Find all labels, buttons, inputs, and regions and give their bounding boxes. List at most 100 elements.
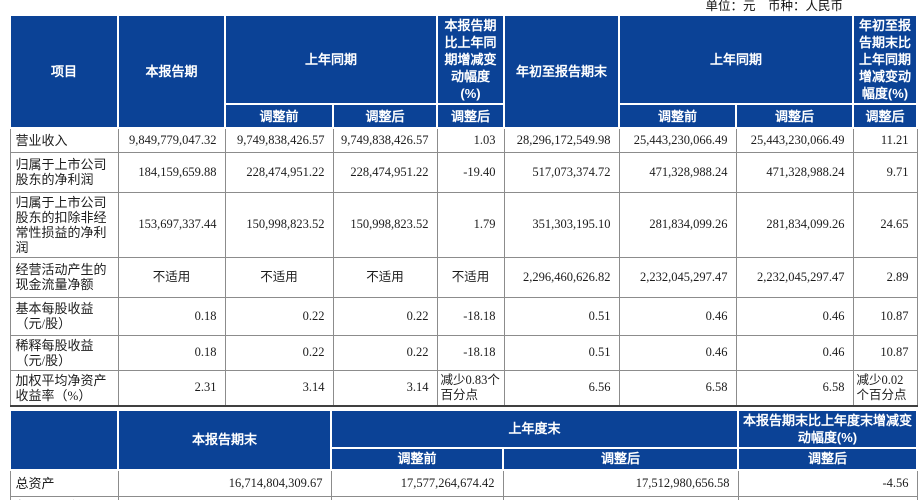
value-cell: 3.14: [224, 369, 334, 407]
metric-label: 营业收入: [9, 127, 119, 153]
col-header-period-change: 本报告期比上年同期增减变动幅度(%): [436, 14, 506, 105]
value-cell: 2.89: [852, 256, 918, 298]
subheader-after-adjust: 调整后: [852, 103, 919, 129]
table-row: 基本每股收益（元/股） 0.18 0.22 0.22 -18.18 0.51 0…: [9, 296, 918, 336]
col-header-ytd: 年初至报告期末: [503, 14, 621, 129]
value-cell: 9,749,838,426.57: [332, 127, 438, 153]
value-cell: 减少0.83个百分点: [436, 369, 505, 407]
table-row: 营业收入 9,849,779,047.32 9,749,838,426.57 9…: [9, 127, 918, 153]
header-row-sub: 调整前 调整后 调整后 调整前 调整后 调整后: [10, 103, 919, 129]
subheader-before-adjust: 调整前: [224, 103, 334, 129]
col-header-ytd-change: 年初至报告期末比上年同期增减变动幅度(%): [852, 14, 919, 105]
value-cell: 153,697,337.44: [117, 191, 226, 258]
metric-label: 归属于上市公司股东的扣除非经常性损益的净利润: [9, 191, 119, 258]
value-cell: 0.51: [503, 296, 620, 336]
value-cell: 25,443,230,066.49: [735, 127, 854, 153]
value-cell: 0.46: [618, 296, 737, 336]
value-cell: 471,328,988.24: [618, 151, 737, 193]
metric-label: 归属于上市公司股东的所有者权益: [9, 496, 119, 500]
value-cell: 0.46: [735, 334, 854, 371]
value-cell: 0.22: [332, 296, 438, 336]
table-row: 归属于上市公司股东的净利润 184,159,659.88 228,474,951…: [9, 151, 918, 193]
balance-sheet-summary-table: 本报告期末 上年度末 本报告期末比上年度末增减变动幅度(%) 调整前 调整后 调…: [9, 408, 919, 500]
value-cell: 3.14: [332, 369, 438, 407]
header-row-main: 项目 本报告期 上年同期 本报告期比上年同期增减变动幅度(%) 年初至报告期末 …: [9, 14, 919, 129]
value-cell: 28,296,172,549.98: [503, 127, 620, 153]
value-cell: 10.87: [852, 334, 918, 371]
value-cell: 0.51: [503, 334, 620, 371]
subheader-after-adjust: 调整后: [436, 103, 506, 129]
value-cell: 0.46: [618, 334, 737, 371]
value-cell: 25,443,230,066.49: [618, 127, 737, 153]
value-cell: 0.46: [735, 296, 854, 336]
value-cell: 281,834,099.26: [735, 191, 854, 258]
value-cell: 150,998,823.52: [224, 191, 334, 258]
value-cell: 0.22: [224, 296, 334, 336]
header-row-sub: 调整前 调整后 调整后: [10, 446, 919, 471]
value-cell: 9,849,779,047.32: [117, 127, 226, 153]
table-row: 经营活动产生的现金流量净额 不适用 不适用 不适用 不适用 2,296,460,…: [9, 256, 918, 298]
value-cell: 减少0.02个百分点: [852, 369, 918, 407]
table-row: 稀释每股收益（元/股） 0.18 0.22 0.22 -18.18 0.51 0…: [9, 334, 918, 371]
col-header-end-change: 本报告期末比上年度末增减变动幅度(%): [737, 408, 919, 449]
value-cell: 351,303,195.10: [503, 191, 620, 258]
value-cell: 2,296,460,626.82: [503, 256, 620, 298]
value-cell: 1.79: [436, 191, 505, 258]
metric-label: 经营活动产生的现金流量净额: [9, 256, 119, 298]
metric-label: 基本每股收益（元/股）: [9, 296, 119, 336]
value-cell: 9,749,838,426.57: [224, 127, 334, 153]
value-cell: 150,998,823.52: [332, 191, 438, 258]
value-cell: 0.22: [224, 334, 334, 371]
col-header-blank: [9, 408, 119, 471]
value-cell: 228,474,951.22: [332, 151, 438, 193]
value-cell: 不适用: [224, 256, 334, 298]
subheader-after-adjust: 调整后: [735, 103, 855, 129]
table-row: 加权平均净资产收益率（%） 2.31 3.14 3.14 减少0.83个百分点 …: [9, 369, 918, 407]
value-cell: 16,714,804,309.67: [117, 469, 332, 497]
value-cell: 不适用: [117, 256, 226, 298]
value-cell: 6.58: [735, 369, 854, 407]
header-row-main: 本报告期末 上年度末 本报告期末比上年度末增减变动幅度(%): [9, 408, 919, 471]
subheader-before-adjust: 调整前: [618, 103, 738, 129]
col-header-prior-period: 上年同期: [223, 14, 439, 105]
value-cell: 2,232,045,297.47: [735, 256, 854, 298]
value-cell: 4.95: [737, 496, 918, 500]
value-cell: 6.56: [503, 369, 620, 407]
quarterly-results-table: 项目 本报告期 上年同期 本报告期比上年同期增减变动幅度(%) 年初至报告期末 …: [9, 14, 919, 407]
value-cell: 7,683,916,322.91: [330, 496, 504, 500]
subheader-after-adjust: 调整后: [737, 446, 919, 471]
value-cell: 2.31: [117, 369, 226, 407]
value-cell: 0.18: [117, 296, 226, 336]
value-cell: 471,328,988.24: [735, 151, 854, 193]
col-header-current-end: 本报告期末: [117, 408, 332, 471]
col-header-prior-ytd: 上年同期: [618, 14, 855, 105]
metric-label: 归属于上市公司股东的净利润: [9, 151, 119, 193]
value-cell: 0.22: [332, 334, 438, 371]
subheader-after-adjust: 调整后: [331, 103, 439, 129]
col-header-current-period: 本报告期: [117, 14, 226, 129]
value-cell: -18.18: [436, 296, 505, 336]
value-cell: 不适用: [332, 256, 438, 298]
value-cell: -18.18: [436, 334, 505, 371]
col-header-prior-year-end: 上年度末: [329, 408, 740, 449]
value-cell: 10.87: [852, 296, 918, 336]
table-row: 总资产 16,714,804,309.67 17,577,264,674.42 …: [9, 469, 918, 497]
value-cell: 8,064,362,418.84: [117, 496, 332, 500]
value-cell: 17,512,980,656.58: [502, 469, 739, 497]
metric-label: 总资产: [9, 469, 119, 497]
table-row: 归属于上市公司股东的扣除非经常性损益的净利润 153,697,337.44 15…: [9, 191, 918, 258]
value-cell: 不适用: [436, 256, 505, 298]
value-cell: 228,474,951.22: [224, 151, 334, 193]
value-cell: 184,159,659.88: [117, 151, 226, 193]
value-cell: 11.21: [852, 127, 918, 153]
value-cell: 0.18: [117, 334, 226, 371]
value-cell: 1.03: [436, 127, 505, 153]
value-cell: 9.71: [852, 151, 918, 193]
value-cell: 24.65: [852, 191, 918, 258]
table-row: 归属于上市公司股东的所有者权益 8,064,362,418.84 7,683,9…: [9, 496, 918, 500]
value-cell: 517,073,374.72: [503, 151, 620, 193]
value-cell: 7,683,916,322.91: [502, 496, 739, 500]
value-cell: 2,232,045,297.47: [618, 256, 737, 298]
value-cell: 17,577,264,674.42: [330, 469, 504, 497]
